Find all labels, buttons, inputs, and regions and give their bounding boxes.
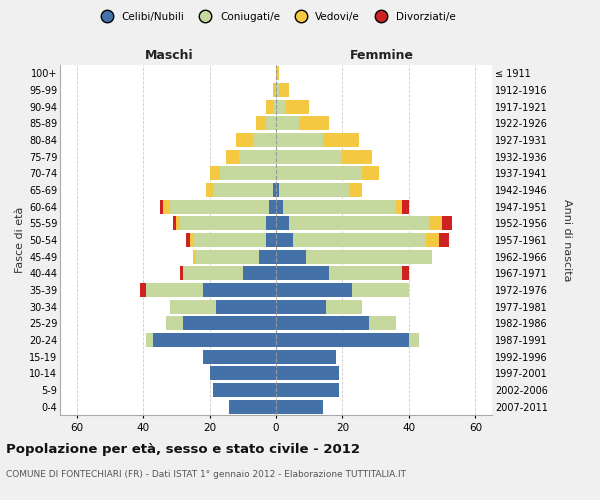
Bar: [266, 233, 276, 247]
Text: Maschi: Maschi: [145, 48, 194, 62]
Bar: [369, 316, 395, 330]
Bar: [183, 316, 276, 330]
Y-axis label: Anni di nascita: Anni di nascita: [562, 198, 572, 281]
Bar: [220, 166, 276, 180]
Bar: [272, 83, 276, 97]
Bar: [343, 150, 373, 164]
Bar: [402, 266, 409, 280]
Bar: [253, 133, 276, 147]
Bar: [276, 66, 280, 80]
Bar: [213, 383, 276, 397]
Bar: [306, 250, 432, 264]
Bar: [140, 283, 146, 297]
Bar: [193, 250, 196, 264]
Bar: [293, 233, 425, 247]
Bar: [160, 200, 163, 214]
Bar: [276, 133, 323, 147]
Bar: [203, 283, 276, 297]
Bar: [276, 233, 293, 247]
Y-axis label: Fasce di età: Fasce di età: [14, 207, 25, 273]
Bar: [362, 166, 379, 180]
Bar: [425, 233, 439, 247]
Bar: [179, 216, 266, 230]
Bar: [153, 333, 276, 347]
Bar: [269, 200, 276, 214]
Bar: [239, 150, 276, 164]
Bar: [186, 233, 190, 247]
Bar: [299, 116, 329, 130]
Bar: [395, 200, 402, 214]
Bar: [442, 216, 452, 230]
Bar: [276, 283, 352, 297]
Bar: [280, 183, 349, 197]
Bar: [276, 366, 339, 380]
Bar: [283, 200, 395, 214]
Bar: [236, 133, 253, 147]
Bar: [326, 300, 362, 314]
Bar: [206, 183, 213, 197]
Text: Popolazione per età, sesso e stato civile - 2012: Popolazione per età, sesso e stato civil…: [6, 442, 360, 456]
Bar: [429, 216, 442, 230]
Legend: Celibi/Nubili, Coniugati/e, Vedovi/e, Divorziati/e: Celibi/Nubili, Coniugati/e, Vedovi/e, Di…: [92, 8, 460, 26]
Bar: [276, 383, 339, 397]
Bar: [272, 183, 276, 197]
Bar: [193, 233, 266, 247]
Bar: [176, 216, 179, 230]
Bar: [166, 316, 183, 330]
Bar: [349, 183, 362, 197]
Bar: [209, 366, 276, 380]
Bar: [276, 250, 306, 264]
Bar: [226, 150, 239, 164]
Bar: [289, 216, 429, 230]
Bar: [146, 333, 153, 347]
Bar: [170, 200, 269, 214]
Bar: [259, 250, 276, 264]
Bar: [276, 300, 326, 314]
Bar: [266, 216, 276, 230]
Bar: [179, 266, 183, 280]
Bar: [209, 166, 220, 180]
Bar: [409, 333, 419, 347]
Bar: [276, 216, 289, 230]
Bar: [190, 233, 193, 247]
Bar: [276, 150, 343, 164]
Bar: [276, 316, 369, 330]
Bar: [276, 266, 329, 280]
Bar: [276, 100, 286, 114]
Bar: [439, 233, 449, 247]
Bar: [170, 300, 216, 314]
Bar: [352, 283, 409, 297]
Bar: [173, 216, 176, 230]
Bar: [229, 400, 276, 414]
Bar: [276, 83, 280, 97]
Bar: [402, 200, 409, 214]
Text: Femmine: Femmine: [350, 48, 415, 62]
Bar: [216, 300, 276, 314]
Bar: [276, 333, 409, 347]
Bar: [243, 266, 276, 280]
Bar: [203, 350, 276, 364]
Bar: [256, 116, 266, 130]
Bar: [213, 183, 272, 197]
Bar: [163, 200, 170, 214]
Bar: [276, 200, 283, 214]
Bar: [276, 166, 362, 180]
Bar: [276, 350, 336, 364]
Bar: [183, 266, 243, 280]
Bar: [280, 83, 289, 97]
Bar: [276, 183, 280, 197]
Bar: [276, 400, 323, 414]
Bar: [286, 100, 309, 114]
Bar: [146, 283, 203, 297]
Text: COMUNE DI FONTECHIARI (FR) - Dati ISTAT 1° gennaio 2012 - Elaborazione TUTTITALI: COMUNE DI FONTECHIARI (FR) - Dati ISTAT …: [6, 470, 406, 479]
Bar: [266, 116, 276, 130]
Bar: [329, 266, 402, 280]
Bar: [276, 116, 299, 130]
Bar: [323, 133, 359, 147]
Bar: [266, 100, 272, 114]
Bar: [272, 100, 276, 114]
Bar: [196, 250, 259, 264]
